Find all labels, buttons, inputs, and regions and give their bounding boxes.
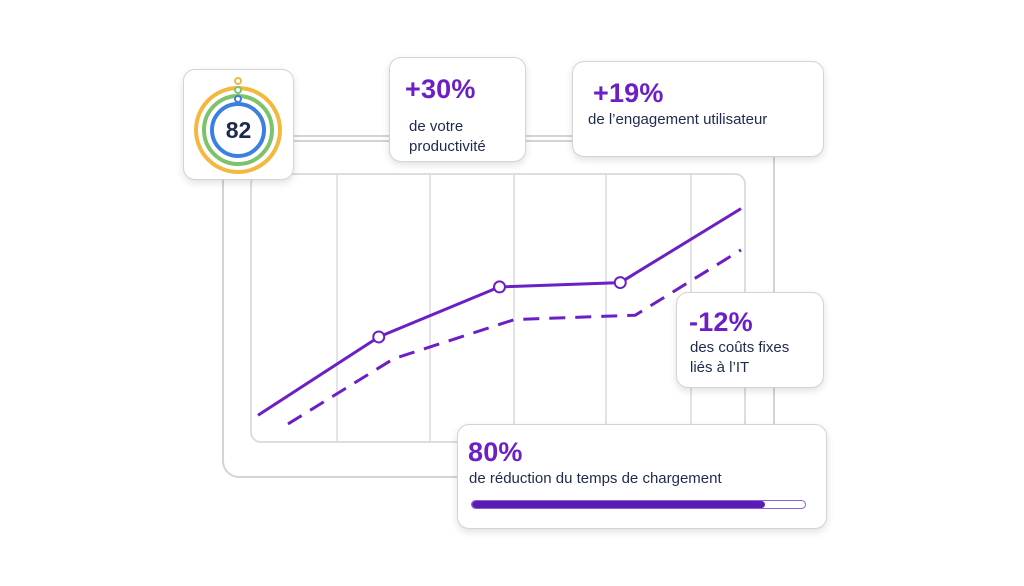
score-ring-inner [210,102,266,158]
productivity-description: de votre productivité [409,117,486,157]
costs-description-line1: des coûts fixes [690,339,790,356]
loading-progress-fill [472,501,766,508]
productivity-card: +30% de votre productivité [389,57,526,162]
data-point-marker [372,330,386,344]
score-ring-outer-handle [234,77,242,85]
loading-value: 80% [468,437,523,467]
productivity-value: +30% [405,74,476,104]
productivity-description-line2: productivité [409,138,486,155]
series-line-dashed [287,248,742,426]
data-point-marker [613,276,627,290]
productivity-description-line1: de votre [409,118,464,135]
score-value: 82 [225,117,252,143]
score-ring-middle-handle [234,86,242,94]
score-rings-icon [194,77,282,174]
loading-time-card: 80% de réduction du temps de chargement [457,424,827,529]
score-card: 82 [183,69,294,180]
loading-progress-bar [471,500,806,509]
score-ring-inner-handle [234,95,242,103]
engagement-value: +19% [593,78,664,108]
costs-description-line2: liés à l’IT [690,359,750,376]
plot-panel [250,173,746,443]
costs-card: -12% des coûts fixes liés à l’IT [676,292,824,388]
costs-value: -12% [689,307,753,337]
engagement-card: +19% de l’engagement utilisateur [572,61,824,157]
loading-description: de réduction du temps de chargement [469,470,722,487]
engagement-description: de l’engagement utilisateur [588,111,768,128]
costs-description: des coûts fixes liés à l’IT [690,338,789,378]
point-markers [372,276,627,344]
data-point-marker [493,280,506,294]
